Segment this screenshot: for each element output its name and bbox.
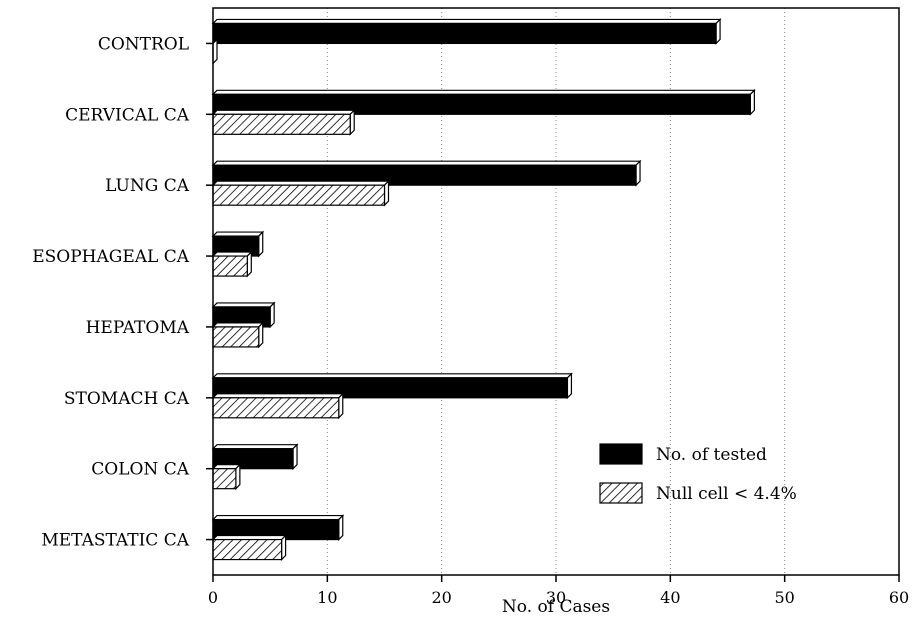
category-label: ESOPHAGEAL CA: [32, 247, 190, 267]
category-label: STOMACH CA: [64, 389, 190, 409]
category-label: COLON CA: [91, 460, 189, 480]
bar-no-of-tested: [211, 301, 276, 329]
bar-side-face: [292, 443, 298, 471]
bar-top-face: [211, 251, 253, 257]
x-tick-label: 40: [660, 588, 680, 607]
bar-front-face: [212, 22, 717, 45]
bar-front-face: [212, 538, 283, 561]
bar-side-face: [338, 392, 344, 420]
bar-side-face: [258, 230, 264, 258]
bar-side-face: [246, 250, 252, 278]
grid-lines: [326, 8, 786, 575]
bar-null-cell: [211, 179, 390, 207]
bar-top-face: [211, 302, 276, 308]
category-label: LUNG CA: [105, 176, 190, 196]
bar-front-face: [212, 255, 248, 277]
bar-top-face: [211, 180, 390, 186]
bar-side-face: [281, 534, 287, 562]
bar-null-cell: [211, 321, 265, 349]
legend-label: No. of tested: [656, 445, 767, 465]
category-label: METASTATIC CA: [41, 531, 189, 551]
category-label: HEPATOMA: [86, 318, 190, 338]
bar-no-of-tested: [211, 17, 722, 45]
bar-null-cell: [211, 392, 345, 420]
x-tick-label: 0: [208, 588, 218, 607]
bar-side-face: [258, 321, 264, 349]
legend-swatch: [599, 482, 643, 504]
bar-side-face: [383, 179, 390, 207]
bar-null-cell: [211, 108, 356, 136]
bar-front-face: [212, 184, 386, 206]
x-axis-ticks: 0 10 20 30 40 50 60: [208, 575, 909, 607]
bar-null-cell: [211, 250, 253, 278]
bar-front-face: [212, 113, 351, 135]
bar-top-face: [211, 231, 265, 237]
bar-no-of-tested: [211, 514, 345, 542]
legend-label: Null cell < 4.4%: [656, 484, 797, 504]
bar-top-face: [211, 322, 265, 328]
bar-null-cell: [211, 534, 288, 562]
bar-front-face: [212, 326, 260, 348]
bar-front-face: [212, 397, 340, 419]
x-tick-label: 20: [431, 588, 451, 607]
bar-front-face: [212, 468, 237, 490]
bar-top-face: [211, 160, 642, 166]
bar-top-face: [211, 444, 299, 450]
x-tick-label: 50: [774, 588, 794, 607]
bar-no-of-tested: [211, 372, 573, 400]
bars: [211, 17, 756, 562]
category-label: CERVICAL CA: [65, 105, 190, 125]
bar-side-face: [349, 108, 355, 136]
bar-no-of-tested: [211, 88, 756, 116]
bar-no-of-tested: [211, 230, 265, 258]
category-labels: CONTROL CERVICAL CA LUNG CA ESOPHAGEAL CA HE…: [32, 34, 213, 551]
legend-swatch: [599, 443, 643, 465]
bar-null-cell: [211, 463, 242, 491]
x-axis-title: No. of Cases: [502, 597, 610, 617]
bar-side-face: [338, 514, 344, 542]
bar-no-of-tested: [211, 443, 299, 471]
category-label: CONTROL: [98, 34, 189, 54]
x-tick-label: 30: [546, 588, 566, 607]
bar-top-face: [211, 373, 573, 379]
bar-side-face: [235, 463, 241, 491]
legend: No. of tested Null cell < 4.4%: [599, 443, 797, 504]
bar-top-face: [211, 393, 345, 399]
x-tick-label: 60: [889, 588, 909, 607]
x-tick-label: 10: [317, 588, 337, 607]
